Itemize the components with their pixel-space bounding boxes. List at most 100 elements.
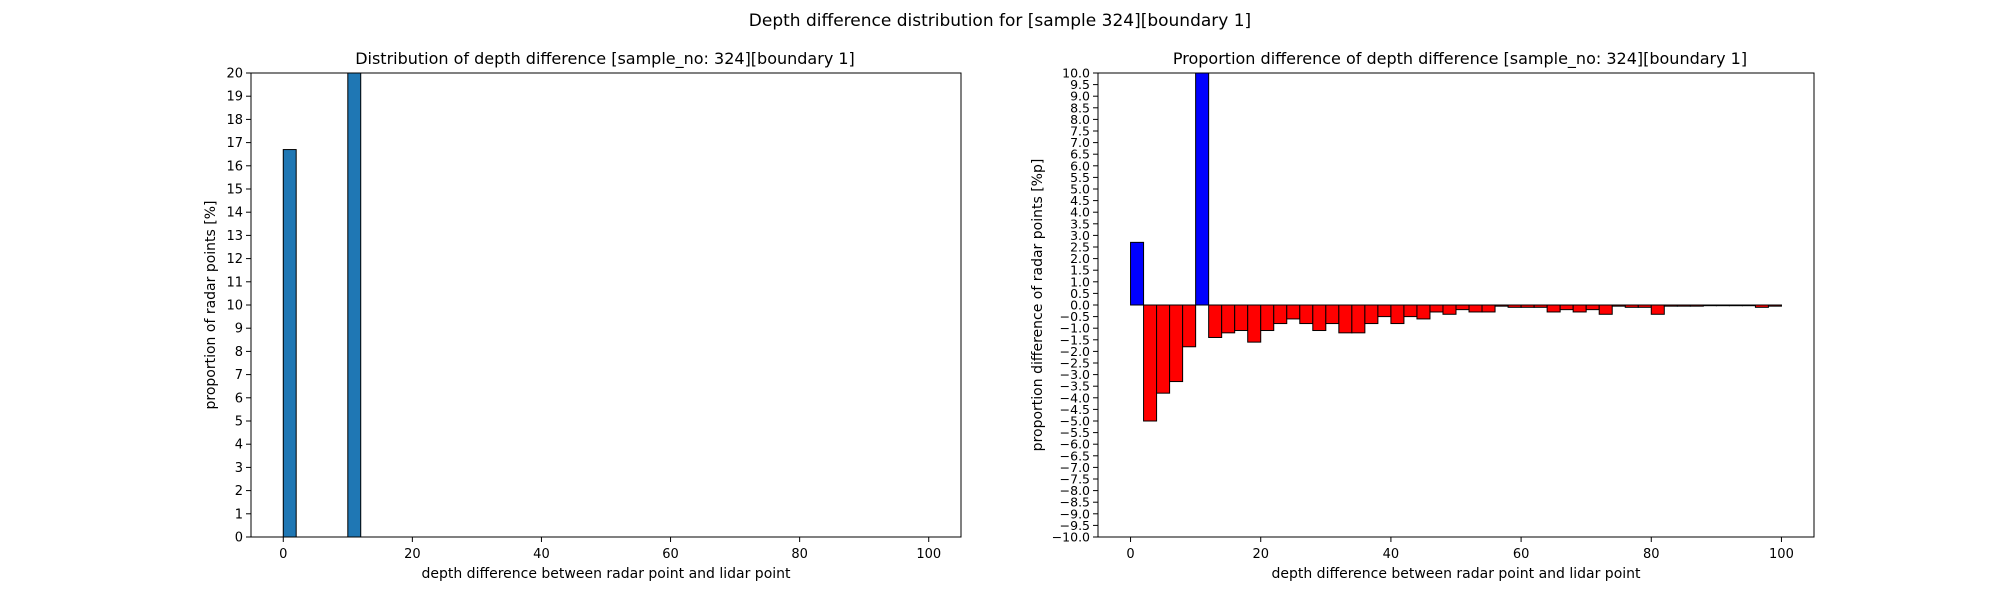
right-ytick-label: 9.0 xyxy=(1070,89,1090,104)
right-bar xyxy=(1169,304,1184,383)
right-ytick-label: 1.5 xyxy=(1070,263,1090,278)
right-bar xyxy=(1338,304,1353,334)
right-bar xyxy=(1468,304,1483,313)
right-bar xyxy=(1559,304,1574,311)
right-bar xyxy=(1663,304,1678,307)
right-bar xyxy=(1689,304,1704,307)
right-ytick-label: 8.5 xyxy=(1070,100,1090,115)
right-bar xyxy=(1234,304,1249,332)
left-ytick-label: 12 xyxy=(226,252,243,267)
left-xtick-label: 20 xyxy=(404,547,421,562)
right-bar xyxy=(1507,304,1522,308)
right-xtick-label: 80 xyxy=(1643,547,1660,562)
left-ytick-label: 4 xyxy=(235,438,243,453)
right-bar xyxy=(1351,304,1366,334)
right-ytick-label: 3.0 xyxy=(1070,228,1090,243)
left-xtick-label: 100 xyxy=(916,547,941,562)
right-bar xyxy=(1221,304,1236,334)
left-ytick-label: 14 xyxy=(226,206,243,221)
left-ytick-label: 17 xyxy=(226,136,243,151)
left-chart: Distribution of depth difference [sample… xyxy=(203,49,962,582)
right-bar xyxy=(1325,304,1340,325)
right-ytick-label: −5.5 xyxy=(1060,425,1090,440)
left-ytick-label: 2 xyxy=(235,484,243,499)
right-chart-axes: 0 20 40 60 80 100 −10.0−9.5−9.0−8.5−8.0−7.5−7.… xyxy=(1052,66,1794,563)
right-bar xyxy=(1208,304,1223,338)
right-bar xyxy=(1312,304,1327,332)
right-bar xyxy=(1650,304,1665,315)
right-bar xyxy=(1481,304,1496,313)
right-bar xyxy=(1546,304,1561,313)
right-bar xyxy=(1585,304,1600,311)
right-bar xyxy=(1520,304,1535,308)
right-chart: Proportion difference of depth differenc… xyxy=(1030,49,1815,582)
right-bar xyxy=(1442,304,1457,315)
right-bar xyxy=(1533,304,1548,308)
right-bar xyxy=(1195,72,1210,306)
right-bar xyxy=(1741,304,1756,307)
right-ytick-label: 0.5 xyxy=(1070,286,1090,301)
right-bar xyxy=(1390,304,1405,325)
right-bar xyxy=(1494,304,1509,307)
right-ytick-label: 5.0 xyxy=(1070,182,1090,197)
right-ytick-label: 0.0 xyxy=(1070,298,1090,313)
right-ytick-label: −4.5 xyxy=(1060,402,1090,417)
right-bar xyxy=(1156,304,1171,394)
right-bar xyxy=(1182,304,1197,348)
left-ytick-label: 20 xyxy=(226,67,243,82)
right-bar xyxy=(1143,304,1158,422)
right-bar xyxy=(1754,304,1769,308)
left-chart-xlabel: depth difference between radar point and… xyxy=(421,566,791,582)
right-chart-ylabel: proportion difference of radar points [%… xyxy=(1030,159,1046,452)
right-bar xyxy=(1429,304,1444,313)
right-ytick-label: −6.0 xyxy=(1060,437,1090,452)
left-xtick-label: 0 xyxy=(279,547,287,562)
right-ytick-label: 8.0 xyxy=(1070,112,1090,127)
right-ytick-label: −1.5 xyxy=(1060,332,1090,347)
right-bar xyxy=(1260,304,1275,332)
right-chart-bars xyxy=(1130,72,1782,422)
right-ytick-label: −8.5 xyxy=(1060,495,1090,510)
right-ytick-label: −0.5 xyxy=(1060,309,1090,324)
left-bar xyxy=(282,149,297,538)
right-bar xyxy=(1299,304,1314,325)
right-ytick-label: −3.0 xyxy=(1060,367,1090,382)
left-ytick-label: 10 xyxy=(226,299,243,314)
left-ytick-label: 5 xyxy=(235,415,243,430)
right-bar xyxy=(1702,304,1717,307)
right-bar xyxy=(1715,304,1730,307)
right-bar xyxy=(1572,304,1587,313)
left-ytick-label: 19 xyxy=(226,90,243,105)
left-ytick-label: 6 xyxy=(235,391,243,406)
right-bar xyxy=(1624,304,1639,308)
right-ytick-label: 10.0 xyxy=(1062,66,1090,81)
left-chart-title: Distribution of depth difference [sample… xyxy=(355,49,855,69)
left-ytick-label: 9 xyxy=(235,322,243,337)
left-ytick-label: 1 xyxy=(235,507,243,522)
left-chart-ylabel: proportion of radar points [%] xyxy=(203,200,219,409)
right-xtick-label: 0 xyxy=(1126,547,1134,562)
left-xtick-label: 60 xyxy=(662,547,679,562)
left-ytick-label: 15 xyxy=(226,183,243,198)
right-ytick-label: −8.0 xyxy=(1060,483,1090,498)
right-ytick-label: 1.0 xyxy=(1070,274,1090,289)
right-bar xyxy=(1767,304,1782,307)
left-chart-frame xyxy=(250,72,962,538)
right-xtick-label: 60 xyxy=(1513,547,1530,562)
right-ytick-label: −5.0 xyxy=(1060,414,1090,429)
right-bar xyxy=(1455,304,1470,311)
left-bar xyxy=(347,72,362,538)
right-bar xyxy=(1676,304,1691,307)
left-ytick-label: 0 xyxy=(235,531,243,546)
left-xtick-label: 80 xyxy=(791,547,808,562)
right-xtick-label: 100 xyxy=(1769,547,1794,562)
right-ytick-label: −9.5 xyxy=(1060,518,1090,533)
left-ytick-label: 13 xyxy=(226,229,243,244)
left-chart-axes: 0 20 40 60 80 1000123456789101112131415161718… xyxy=(226,67,941,563)
right-ytick-label: −2.0 xyxy=(1060,344,1090,359)
right-xtick-label: 40 xyxy=(1383,547,1400,562)
right-ytick-label: −2.5 xyxy=(1060,356,1090,371)
right-ytick-label: −9.0 xyxy=(1060,506,1090,521)
right-ytick-label: −7.5 xyxy=(1060,472,1090,487)
